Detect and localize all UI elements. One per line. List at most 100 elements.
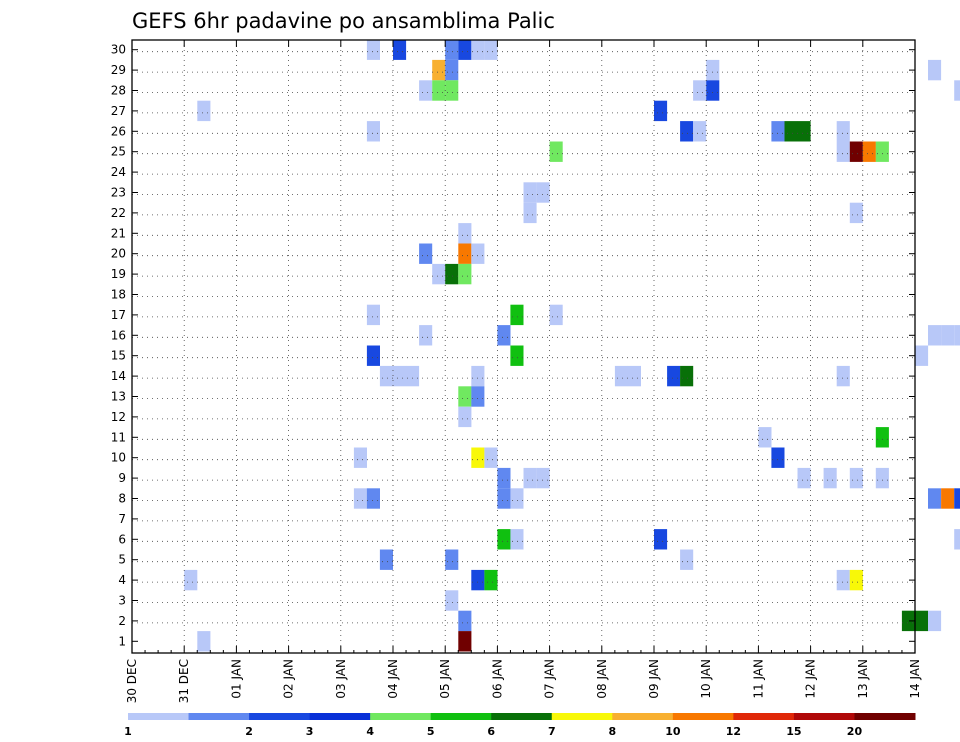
- x-tick-label: 09 JAN: [647, 659, 661, 699]
- y-tick-label: 25: [111, 145, 126, 159]
- precip-cell: [627, 365, 641, 387]
- precip-cell: [523, 182, 537, 203]
- x-tick-label: 01 JAN: [229, 659, 243, 699]
- precip-cell: [497, 467, 511, 489]
- y-tick-label: 23: [111, 186, 126, 200]
- precip-cell: [954, 488, 960, 509]
- y-tick-label: 2: [118, 614, 126, 628]
- precip-cell: [445, 263, 459, 285]
- x-tick-label: 11 JAN: [751, 659, 765, 699]
- precip-cell: [654, 529, 668, 550]
- precip-cell: [471, 243, 485, 264]
- y-tick-label: 7: [118, 512, 126, 526]
- precip-cell: [379, 365, 393, 387]
- precip-cell: [393, 365, 407, 387]
- x-tick-label: 04 JAN: [386, 659, 400, 699]
- precip-cell: [458, 223, 472, 244]
- precip-cell: [353, 447, 367, 468]
- precip-cell: [432, 59, 446, 81]
- precip-cell: [379, 549, 393, 570]
- precip-cell: [549, 141, 563, 162]
- precip-cell: [366, 488, 380, 509]
- precip-cell: [458, 243, 472, 264]
- precip-cell: [510, 488, 524, 509]
- precip-cell: [393, 39, 407, 60]
- precip-cell: [458, 610, 472, 632]
- precip-cell: [471, 39, 485, 60]
- colorbar-label: 12: [726, 725, 741, 738]
- precip-cell: [353, 488, 367, 509]
- precip-cell: [510, 345, 524, 366]
- x-tick-label: 08 JAN: [595, 659, 609, 699]
- y-tick-label: 3: [118, 594, 126, 608]
- x-tick-label: 10 JAN: [699, 659, 713, 699]
- colorbar-swatch: [188, 713, 250, 720]
- colorbar-swatch: [733, 713, 795, 720]
- precip-cell: [928, 59, 942, 81]
- x-tick-label: 05 JAN: [438, 659, 452, 699]
- precip-cell: [471, 447, 485, 468]
- precip-cell: [836, 569, 850, 591]
- y-tick-label: 16: [111, 328, 126, 342]
- precip-cell: [771, 447, 785, 468]
- precip-cell: [184, 569, 198, 591]
- precip-cell: [758, 427, 772, 448]
- precip-cell: [445, 549, 459, 570]
- y-tick-label: 15: [111, 349, 126, 363]
- colorbar-swatch: [612, 713, 674, 720]
- colorbar-swatch: [128, 713, 190, 720]
- colorbar-label: 6: [487, 725, 495, 738]
- y-tick-label: 24: [111, 165, 126, 179]
- y-tick-label: 9: [118, 471, 126, 485]
- precip-cell: [667, 365, 681, 387]
- precip-cell: [784, 121, 798, 142]
- precip-cell: [419, 325, 433, 346]
- precip-cell: [836, 141, 850, 162]
- precip-cell: [693, 121, 707, 142]
- y-tick-label: 28: [111, 84, 126, 98]
- precip-cell: [445, 80, 459, 101]
- y-tick-label: 22: [111, 206, 126, 220]
- precip-cell: [471, 386, 485, 407]
- precip-cell: [366, 121, 380, 142]
- precip-cell: [458, 406, 472, 428]
- x-tick-label: 31 DEC: [177, 659, 191, 703]
- precip-cell: [523, 202, 537, 224]
- colorbar-label: 3: [306, 725, 314, 738]
- y-tick-label: 12: [111, 410, 126, 424]
- colorbar-swatch: [370, 713, 432, 720]
- precip-cell: [875, 141, 889, 162]
- precip-cell: [510, 529, 524, 550]
- x-tick-label: 07 JAN: [543, 659, 557, 699]
- precip-cell: [614, 365, 628, 387]
- gridlines: [132, 40, 915, 653]
- y-tick-label: 14: [111, 369, 126, 383]
- colorbar-label: 20: [847, 725, 863, 738]
- y-tick-label: 21: [111, 226, 126, 240]
- precip-cell: [458, 263, 472, 285]
- y-tick-label: 4: [118, 573, 126, 587]
- precip-cell: [432, 80, 446, 101]
- precip-cell: [366, 304, 380, 326]
- precip-cell: [510, 304, 524, 326]
- x-tick-label: 06 JAN: [490, 659, 504, 699]
- precip-cell: [836, 121, 850, 142]
- x-tick-label: 13 JAN: [856, 659, 870, 699]
- precip-cell: [849, 202, 863, 224]
- precip-cell: [445, 59, 459, 81]
- colorbar-swatch: [249, 713, 311, 720]
- y-tick-label: 10: [111, 451, 126, 465]
- colorbar-legend: 1 2 3 4 5 6 7 8 10 12 15 20: [124, 713, 916, 738]
- precip-cell: [797, 121, 811, 142]
- colorbar-label: 15: [786, 725, 801, 738]
- precip-cell: [458, 631, 472, 652]
- precip-cell: [849, 569, 863, 591]
- colorbar-swatch: [672, 713, 734, 720]
- precip-cell: [954, 325, 960, 346]
- precip-cell: [445, 590, 459, 611]
- x-tick-label: 30 DEC: [125, 659, 139, 703]
- precip-cell: [484, 39, 498, 60]
- precip-cell: [928, 325, 942, 346]
- y-axis: 1234567891011121314151617181920212223242…: [111, 43, 915, 648]
- precip-cell: [928, 610, 942, 632]
